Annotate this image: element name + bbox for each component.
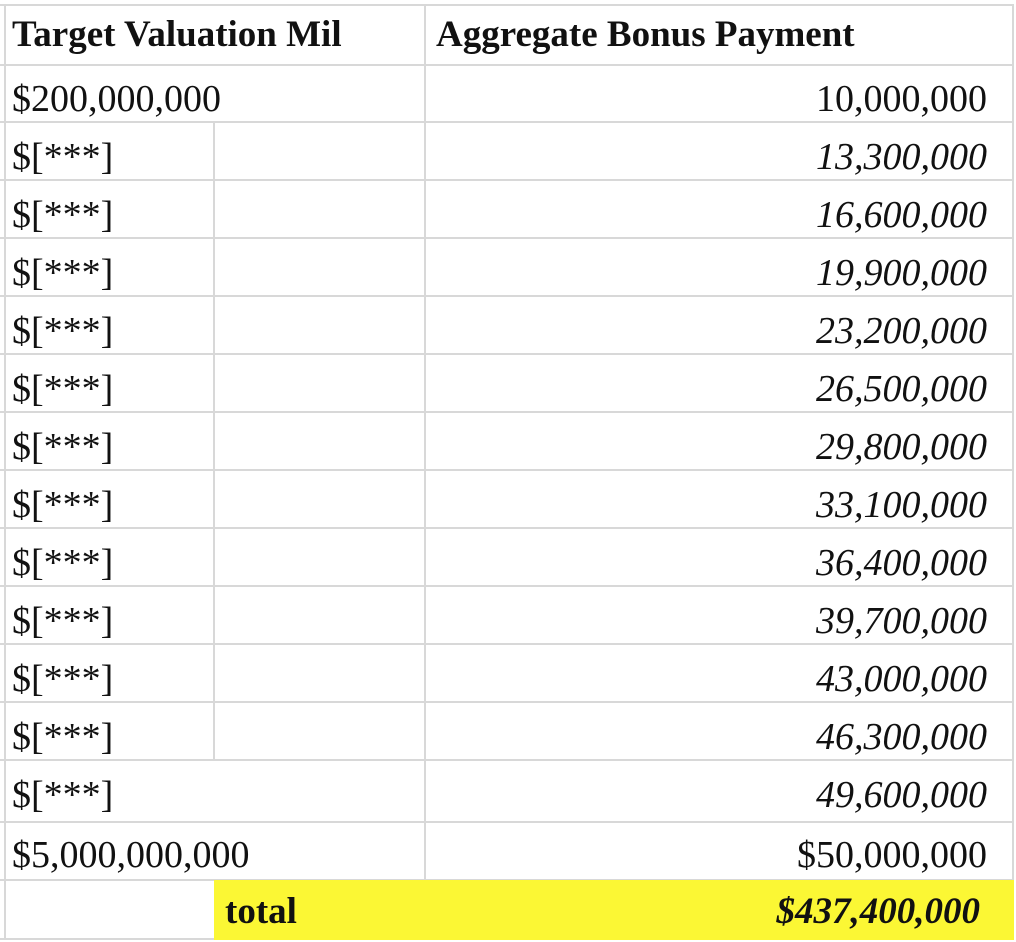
row-bonus: 39,700,000: [816, 602, 987, 640]
gridline: [213, 122, 215, 759]
row-bonus: 29,800,000: [816, 428, 987, 466]
row-bonus: 23,200,000: [816, 312, 987, 350]
row-milestone: $[***]: [12, 602, 114, 640]
row-bonus: 33,100,000: [816, 486, 987, 524]
gridline: [0, 701, 1013, 703]
total-value: $437,400,000: [776, 891, 981, 932]
row-bonus: 10,000,000: [816, 80, 987, 118]
row-milestone: $[***]: [12, 660, 114, 698]
row-milestone: $[***]: [12, 428, 114, 466]
gridline: [0, 469, 1013, 471]
gridline: [0, 821, 1013, 823]
row-milestone: $5,000,000,000: [12, 836, 250, 874]
gridline: [0, 759, 1013, 761]
row-bonus: 46,300,000: [816, 718, 987, 756]
gridline: [0, 179, 1013, 181]
gridline: [0, 643, 1013, 645]
gridline: [0, 585, 1013, 587]
row-bonus: $50,000,000: [797, 836, 987, 874]
row-milestone: $[***]: [12, 196, 114, 234]
row-milestone: $200,000,000: [12, 80, 221, 118]
gridline: [0, 353, 1013, 355]
gridline: [0, 4, 1013, 6]
row-bonus: 16,600,000: [816, 196, 987, 234]
gridline: [424, 4, 426, 880]
row-bonus: 49,600,000: [816, 776, 987, 814]
row-bonus: 26,500,000: [816, 370, 987, 408]
gridline: [0, 527, 1013, 529]
gridline: [0, 295, 1013, 297]
row-milestone: $[***]: [12, 312, 114, 350]
header-target-valuation-milestone: Target Valuation Mil: [12, 14, 342, 55]
gridline: [0, 411, 1013, 413]
row-milestone: $[***]: [12, 486, 114, 524]
header-aggregate-bonus-payment: Aggregate Bonus Payment: [436, 14, 855, 55]
row-milestone: $[***]: [12, 254, 114, 292]
gridline: [0, 121, 1013, 123]
total-label: total: [225, 891, 297, 932]
gridline: [4, 4, 6, 940]
total-highlight: [214, 880, 1014, 940]
gridline: [0, 237, 1013, 239]
row-milestone: $[***]: [12, 718, 114, 756]
row-milestone: $[***]: [12, 776, 114, 814]
gridline: [0, 64, 1013, 66]
gridline: [1012, 4, 1014, 940]
row-bonus: 19,900,000: [816, 254, 987, 292]
row-milestone: $[***]: [12, 544, 114, 582]
row-milestone: $[***]: [12, 138, 114, 176]
row-bonus: 43,000,000: [816, 660, 987, 698]
row-milestone: $[***]: [12, 370, 114, 408]
row-bonus: 13,300,000: [816, 138, 987, 176]
row-bonus: 36,400,000: [816, 544, 987, 582]
